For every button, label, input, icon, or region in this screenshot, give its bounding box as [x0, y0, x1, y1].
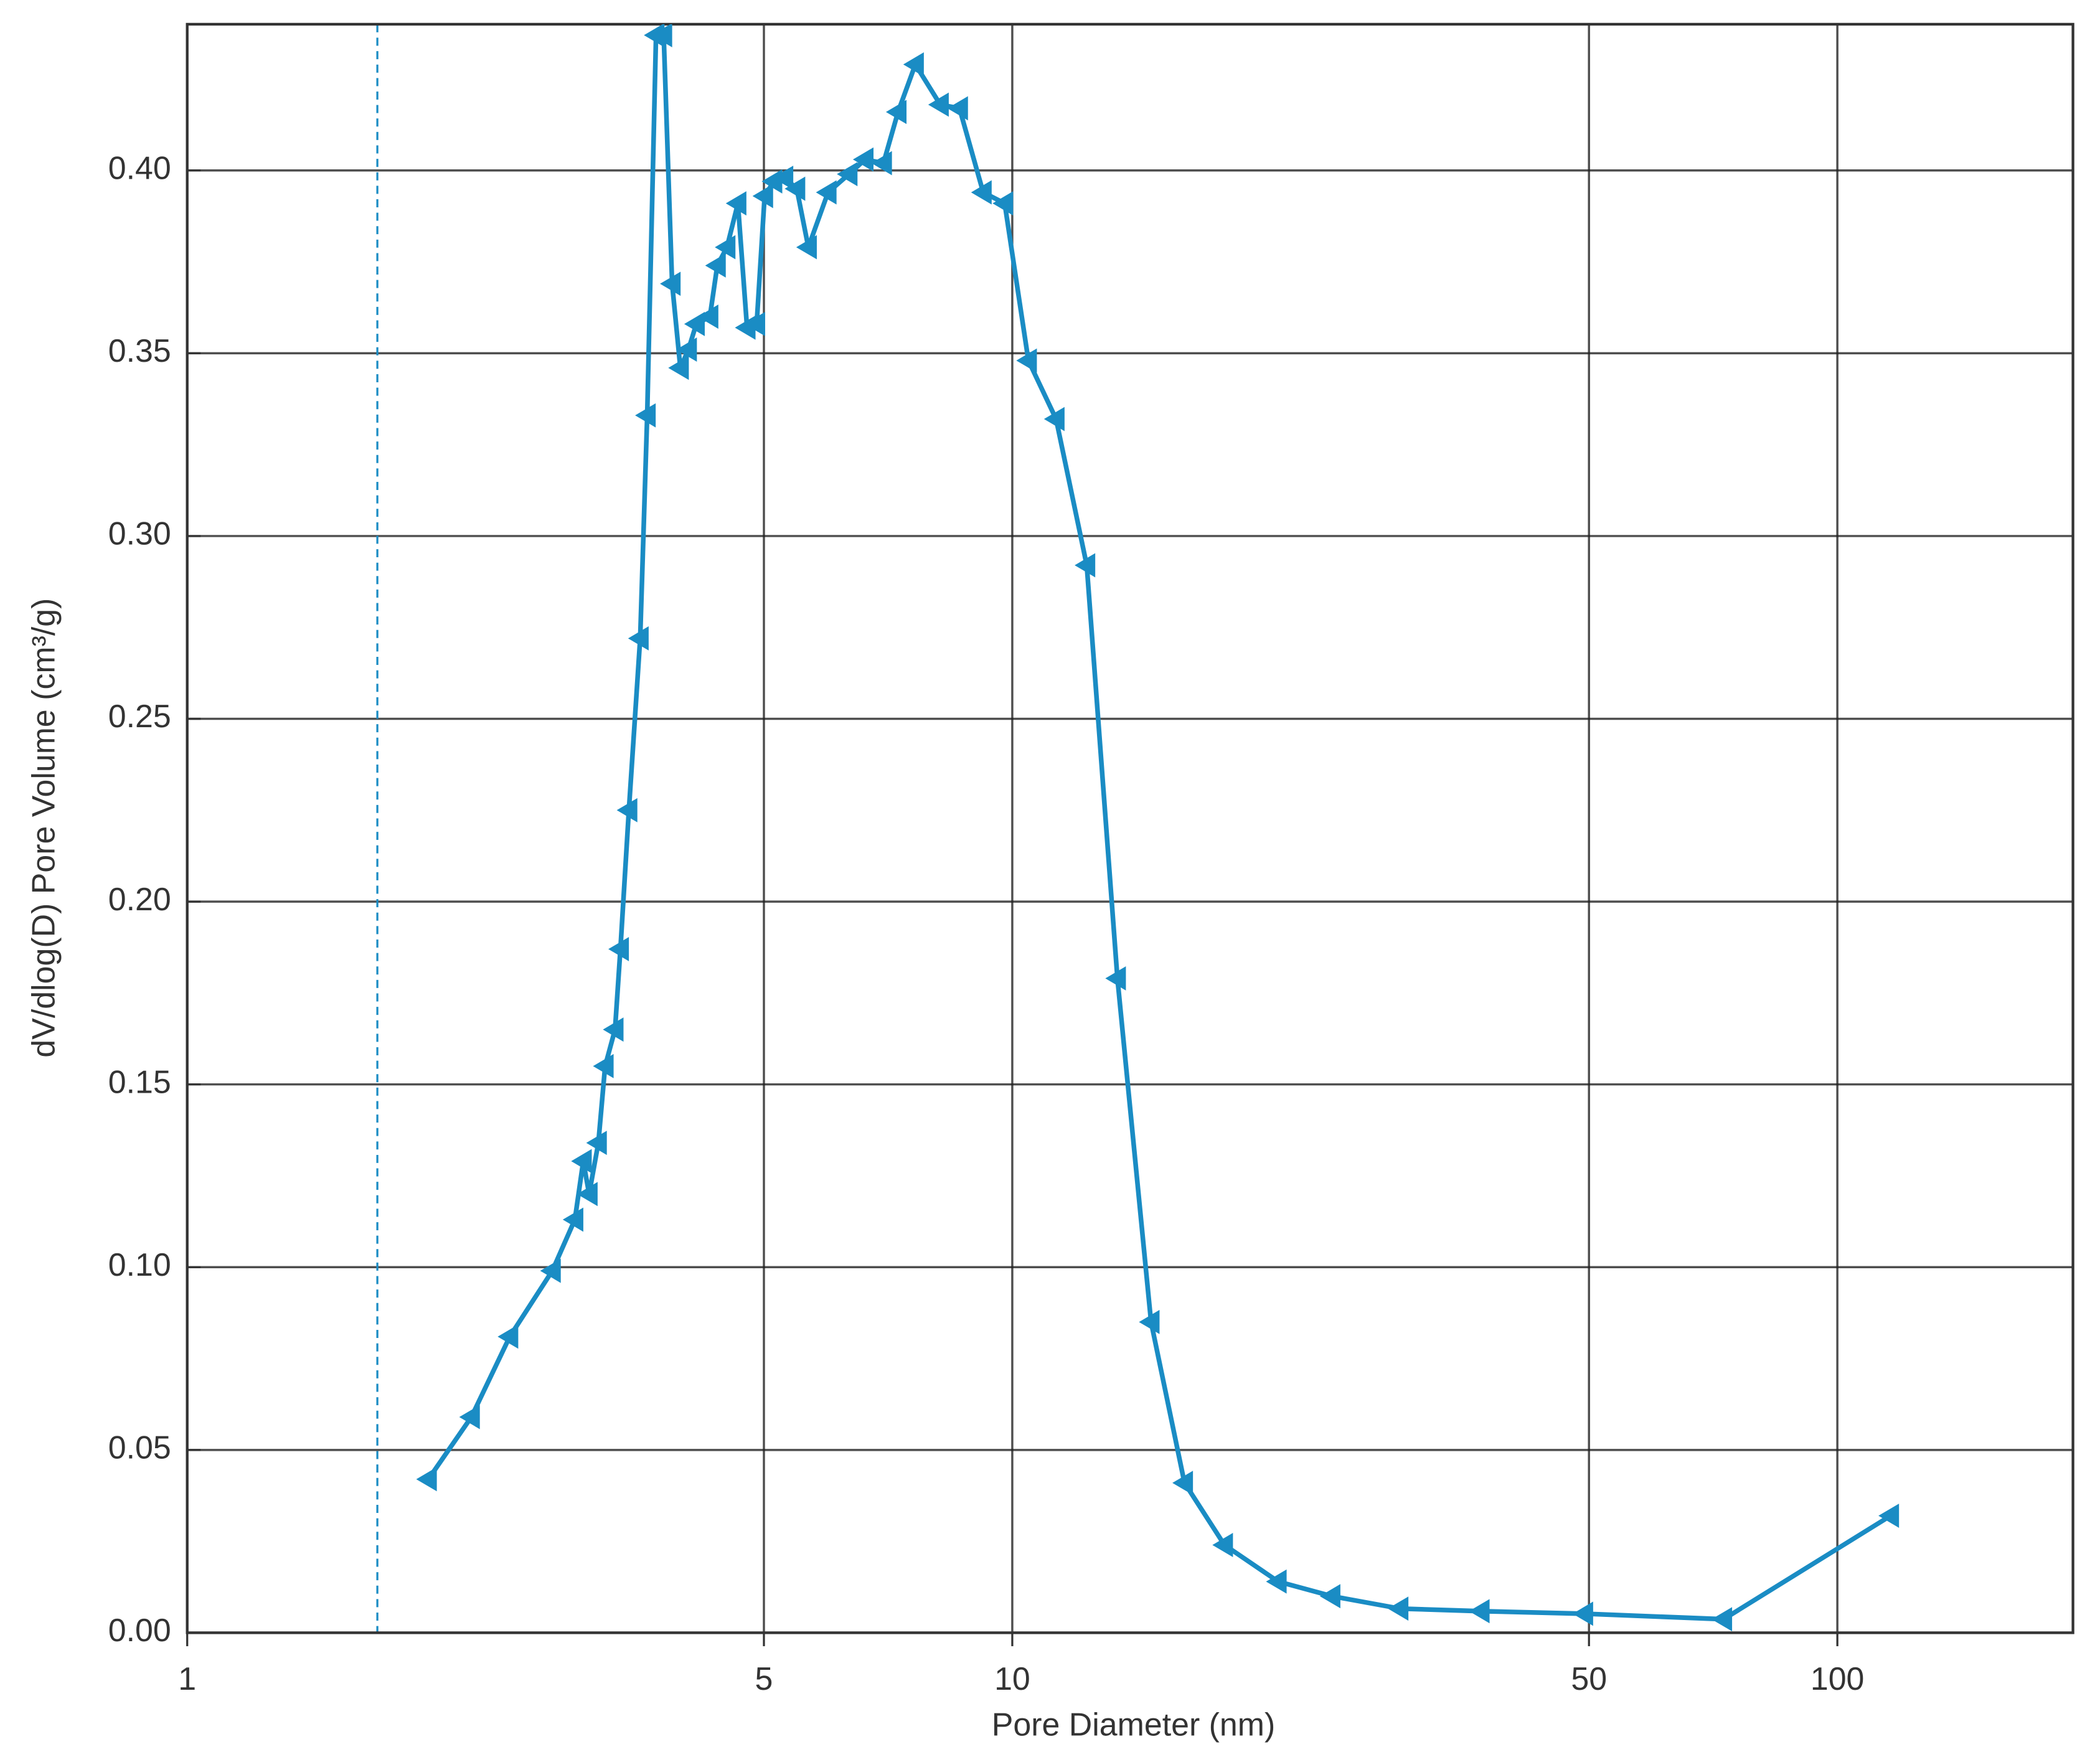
data-point: [562, 1207, 583, 1232]
y-tick-label: 0.20: [108, 881, 171, 917]
y-tick-label: 0.30: [108, 516, 171, 552]
data-point: [1266, 1569, 1287, 1594]
data-point: [773, 166, 794, 190]
data-point: [603, 1017, 624, 1042]
data-point: [816, 180, 837, 205]
data-point: [928, 92, 949, 117]
data-line: [426, 32, 1892, 1622]
plot-area: [416, 24, 1900, 1632]
data-point: [1469, 1599, 1490, 1624]
x-tick-label: 50: [1571, 1660, 1607, 1697]
data-point: [1043, 407, 1065, 431]
data-point: [725, 191, 746, 216]
y-axis-label: dV/dlog(D) Pore Volume (cm³/g): [25, 598, 61, 1058]
data-point: [784, 176, 806, 201]
data-point: [571, 1149, 592, 1174]
data-point: [1572, 1601, 1593, 1626]
y-tick-label: 0.25: [108, 698, 171, 734]
y-tick-label: 0.15: [108, 1063, 171, 1100]
x-axis-label: Pore Diameter (nm): [992, 1706, 1275, 1742]
x-tick-label: 5: [755, 1660, 773, 1697]
data-point: [1172, 1471, 1194, 1496]
data-point: [715, 235, 736, 260]
data-point: [608, 936, 629, 961]
data-point: [1016, 348, 1037, 373]
x-tick-label: 100: [1810, 1660, 1865, 1697]
data-point: [540, 1258, 561, 1283]
y-tick-label: 0.35: [108, 332, 171, 369]
data-point: [903, 52, 924, 77]
data-point: [971, 180, 992, 205]
plot-frame: [186, 22, 2074, 1634]
data-point: [616, 798, 638, 822]
data-point: [1139, 1309, 1160, 1334]
data-point: [947, 96, 968, 121]
data-point: [459, 1405, 480, 1430]
data-point: [1319, 1584, 1340, 1609]
data-point: [744, 311, 765, 336]
data-point: [885, 100, 907, 125]
data-point: [992, 191, 1014, 216]
y-tick-label: 0.40: [108, 149, 171, 186]
data-point: [635, 403, 656, 428]
data-point: [651, 24, 672, 47]
data-point: [837, 162, 858, 187]
data-point: [684, 311, 705, 336]
data-point: [1388, 1596, 1409, 1621]
data-point: [705, 253, 726, 278]
y-tick-label: 0.00: [108, 1612, 171, 1648]
y-tick-label: 0.05: [108, 1430, 171, 1466]
data-point: [660, 271, 681, 296]
data-point: [852, 147, 874, 172]
data-point: [416, 1467, 437, 1492]
data-point: [796, 235, 817, 260]
data-point: [752, 184, 773, 209]
data-point: [697, 304, 718, 329]
data-point: [1075, 553, 1096, 578]
data-point: [1878, 1504, 1900, 1528]
y-tick-label: 0.10: [108, 1246, 171, 1283]
data-point: [586, 1131, 607, 1156]
data-point: [593, 1053, 614, 1078]
data-point: [871, 151, 892, 176]
x-tick-label: 1: [178, 1660, 196, 1697]
data-point: [676, 337, 697, 362]
data-point: [1105, 966, 1126, 991]
x-tick-label: 10: [994, 1660, 1030, 1697]
data-point: [577, 1182, 598, 1207]
data-point: [1711, 1607, 1733, 1632]
data-point: [628, 626, 649, 651]
data-point: [497, 1324, 519, 1349]
data-point: [1212, 1533, 1233, 1557]
data-point: [668, 356, 689, 380]
